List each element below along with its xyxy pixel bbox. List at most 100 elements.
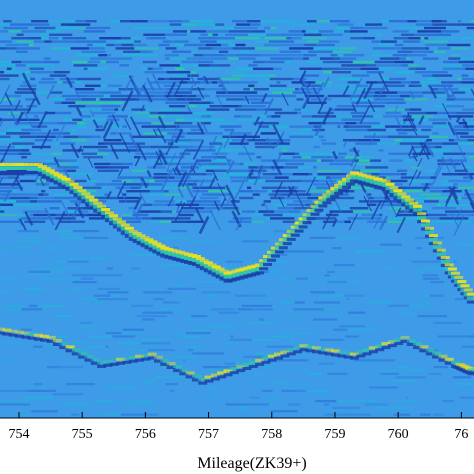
- heatmap-cell: [397, 400, 419, 403]
- heatmap-streak: [185, 160, 197, 181]
- heatmap-cell: [301, 115, 312, 118]
- heatmap-streak: [172, 167, 178, 176]
- reflector-cell: [438, 358, 448, 362]
- heatmap-streak: [261, 93, 268, 103]
- heatmap-cell: [446, 98, 455, 101]
- reflector-cell: [394, 338, 404, 341]
- heatmap-cell: [201, 291, 231, 294]
- heatmap-cell: [284, 196, 308, 200]
- heatmap-cell: [300, 128, 312, 132]
- heatmap-cell: [364, 125, 372, 128]
- reflector-cell: [267, 358, 277, 362]
- heatmap-cell: [25, 98, 38, 101]
- heatmap-cell: [70, 200, 89, 203]
- heatmap-cell: [401, 81, 405, 84]
- reflector-cell: [144, 242, 154, 246]
- heatmap-cell: [289, 338, 294, 341]
- reflector-cell: [261, 356, 271, 360]
- heatmap-cell: [192, 352, 225, 355]
- reflector-cell: [53, 181, 63, 185]
- heatmap-cell: [263, 26, 271, 30]
- heatmap-cell: [280, 315, 304, 318]
- reflector-cell: [324, 352, 334, 356]
- heatmap-streak: [116, 180, 127, 198]
- heatmap-cell: [321, 294, 345, 297]
- heatmap-cell: [207, 315, 212, 318]
- heatmap-cell: [29, 67, 44, 70]
- heatmap-cell: [200, 122, 211, 125]
- heatmap-cell: [377, 142, 396, 145]
- heatmap-cell: [423, 40, 449, 43]
- heatmap-cell: [182, 318, 193, 321]
- heatmap-cell: [330, 54, 338, 57]
- reflector-cell: [185, 375, 195, 379]
- heatmap-cell: [247, 186, 252, 189]
- heatmap-streak: [409, 90, 415, 100]
- heatmap-streak: [10, 110, 19, 126]
- heatmap-cell: [20, 111, 46, 115]
- heatmap-cell: [81, 152, 98, 155]
- reflector-cell: [10, 163, 20, 166]
- heatmap-streak: [373, 216, 381, 229]
- x-tick-label: 754: [8, 427, 29, 442]
- heatmap-cell: [190, 30, 206, 33]
- heatmap-cell: [290, 132, 310, 135]
- reflector-cell: [368, 350, 378, 354]
- reflector-cell: [406, 339, 416, 342]
- heatmap-cell: [283, 43, 305, 47]
- heatmap-cell: [268, 40, 294, 43]
- heatmap-cell: [162, 162, 188, 166]
- heatmap-cell: [428, 50, 434, 53]
- heatmap-cell: [341, 173, 347, 176]
- heatmap-cell: [170, 139, 191, 142]
- heatmap-streak: [61, 201, 71, 218]
- heatmap-streak: [442, 103, 452, 121]
- heatmap-cell: [431, 20, 442, 23]
- heatmap-cell: [316, 159, 321, 162]
- heatmap-streak: [30, 88, 41, 106]
- heatmap-cell: [332, 247, 342, 250]
- heatmap-cell: [389, 159, 404, 162]
- heatmap-streak: [77, 145, 83, 153]
- heatmap-cell: [238, 105, 242, 108]
- heatmap-cell: [98, 43, 107, 47]
- heatmap-cell: [3, 20, 12, 23]
- heatmap-cell: [313, 47, 330, 50]
- reflector-cell: [375, 348, 385, 352]
- heatmap-cell: [231, 139, 248, 142]
- heatmap-cell: [422, 294, 430, 297]
- reflector-cell: [338, 188, 348, 192]
- heatmap-cell: [107, 291, 129, 294]
- heatmap-cell: [0, 47, 7, 50]
- reflector-cell: [267, 354, 277, 358]
- reflector-cell: [368, 346, 378, 350]
- heatmap-cell: [316, 186, 333, 189]
- heatmap-cell: [270, 196, 285, 200]
- heatmap-cell: [34, 26, 56, 30]
- heatmap-cell: [53, 196, 79, 200]
- heatmap-cell: [313, 145, 320, 149]
- heatmap-cell: [271, 190, 276, 193]
- heatmap-cell: [317, 173, 342, 176]
- heatmap-cell: [183, 118, 209, 121]
- heatmap-streak: [17, 218, 24, 226]
- reflector-cell: [447, 267, 457, 271]
- heatmap-cell: [301, 108, 307, 111]
- heatmap-cell: [468, 142, 474, 145]
- heatmap-cell: [6, 132, 31, 135]
- heatmap-cell: [202, 173, 206, 176]
- heatmap-cell: [248, 33, 267, 36]
- heatmap-cell: [452, 220, 474, 223]
- heatmap-cell: [434, 105, 447, 108]
- heatmap-cell: [44, 40, 52, 43]
- heatmap-cell: [176, 203, 200, 206]
- heatmap-cell: [144, 71, 167, 74]
- heatmap-cell: [241, 210, 256, 213]
- reflector-cell: [419, 345, 429, 349]
- heatmap-cell: [164, 308, 184, 311]
- reflector-cell: [33, 171, 43, 174]
- heatmap-cell: [440, 294, 444, 297]
- heatmap-cell: [431, 383, 439, 386]
- heatmap-cell: [461, 81, 474, 84]
- heatmap-cell: [142, 318, 155, 321]
